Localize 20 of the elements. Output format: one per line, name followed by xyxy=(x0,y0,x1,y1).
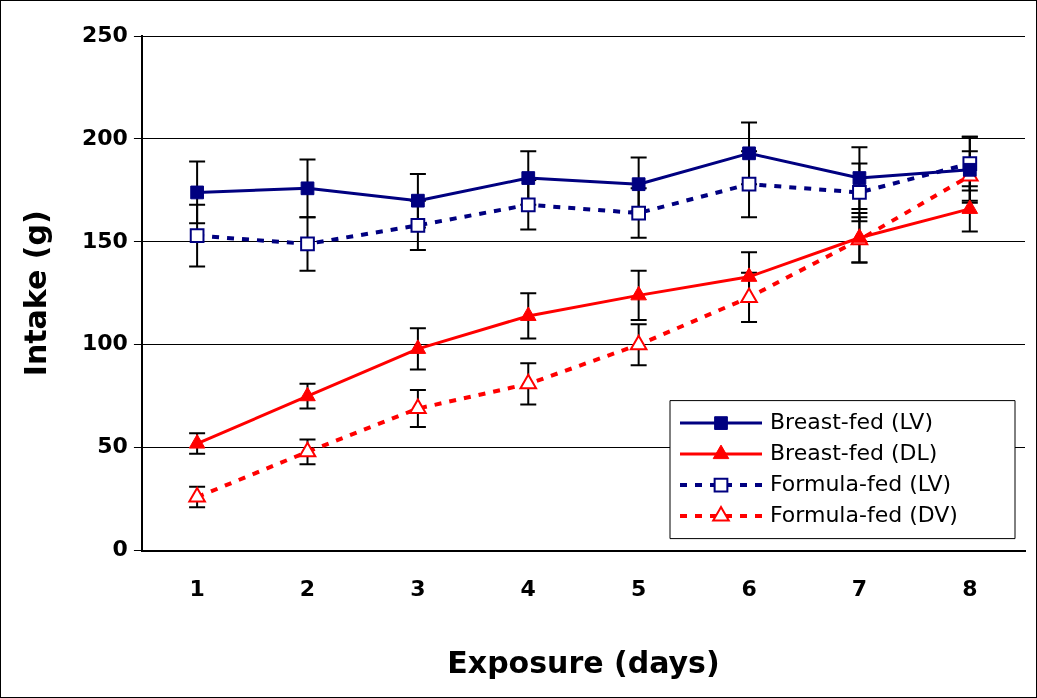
y-tick-label: 250 xyxy=(81,21,128,47)
x-axis-title: Exposure (days) xyxy=(447,644,720,680)
x-tick-label: 1 xyxy=(189,575,205,601)
y-tick-label: 200 xyxy=(81,124,128,150)
x-tick-label: 2 xyxy=(299,575,316,601)
legend-label: Formula-fed (LV) xyxy=(770,470,952,496)
y-tick-label: 0 xyxy=(112,536,128,562)
legend-label: Formula-fed (DV) xyxy=(770,501,958,527)
x-tick-label: 6 xyxy=(741,575,757,601)
x-tick-label: 3 xyxy=(410,575,426,601)
legend-label: Breast-fed (DL) xyxy=(770,439,938,465)
legend-label: Breast-fed (LV) xyxy=(770,408,933,434)
x-tick-label: 4 xyxy=(520,575,536,601)
y-tick-label: 50 xyxy=(97,433,128,459)
x-tick-label: 7 xyxy=(851,575,868,601)
y-tick-label: 150 xyxy=(81,227,128,253)
y-axis-title: Intake (g) xyxy=(17,210,53,377)
y-tick-label: 100 xyxy=(81,330,128,356)
x-tick-label: 8 xyxy=(962,575,978,601)
x-tick-label: 5 xyxy=(631,575,647,601)
